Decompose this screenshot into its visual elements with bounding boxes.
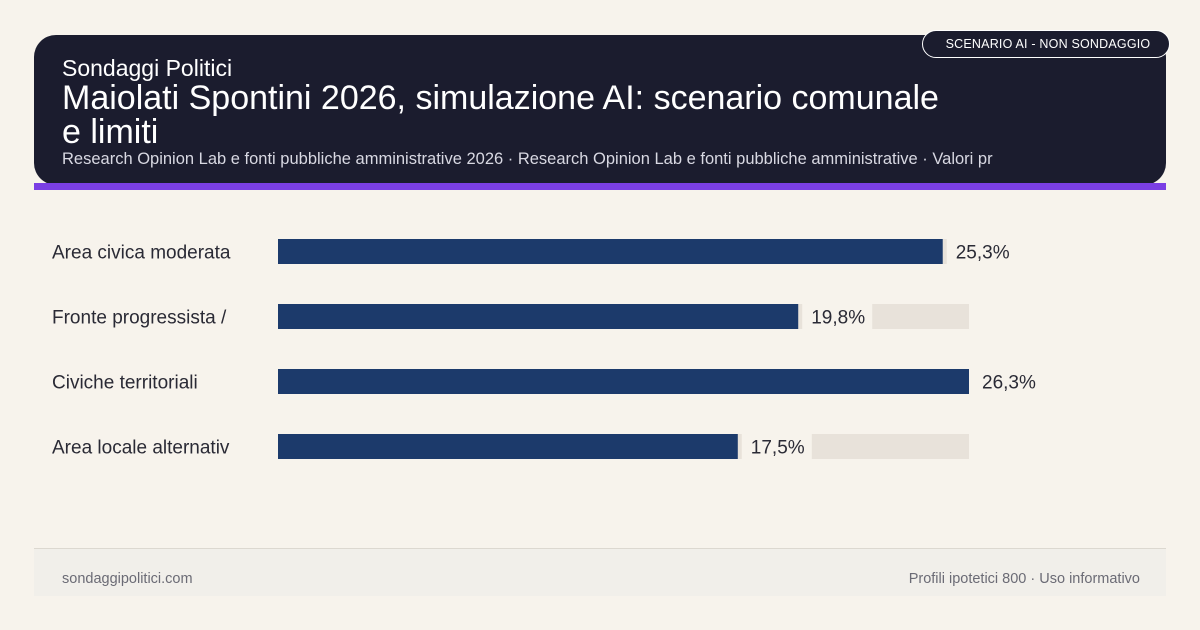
- bar: [278, 369, 969, 394]
- value-label-background: [802, 304, 873, 329]
- bar: [278, 239, 943, 264]
- footer: sondaggipolitici.com Profili ipotetici 8…: [34, 548, 1166, 596]
- bar: [278, 434, 738, 459]
- category-label: Area civica moderata: [52, 243, 231, 264]
- category-label: Civiche territoriali: [52, 373, 198, 394]
- header-panel: Sondaggi Politici Maiolati Spontini 2026…: [34, 35, 1166, 185]
- footer-site: sondaggipolitici.com: [62, 571, 193, 587]
- value-label-background: [946, 239, 1017, 264]
- value-label-background: [973, 369, 1043, 394]
- value-label: 26,3%: [982, 373, 1036, 394]
- bar: [278, 304, 799, 329]
- category-label: Fronte progressista /: [52, 308, 227, 329]
- scenario-badge: SCENARIO AI - NON SONDAGGIO: [922, 30, 1170, 58]
- page-subtitle: Research Opinion Lab e fonti pubbliche a…: [62, 150, 993, 168]
- category-label: Area locale alternativ: [52, 438, 230, 459]
- value-label: 19,8%: [811, 308, 865, 329]
- header-accent-bar: [34, 183, 1166, 190]
- bar-chart: Area civica moderata 25,3% Fronte progress…: [52, 239, 1043, 459]
- value-label: 17,5%: [751, 438, 805, 459]
- footer-note: Profili ipotetici 800 · Uso informativo: [908, 571, 1140, 587]
- page-title: Maiolati Spontini 2026, simulazione AI: …: [62, 79, 939, 151]
- value-label: 25,3%: [956, 243, 1010, 264]
- brand-name: Sondaggi Politici: [62, 55, 233, 81]
- value-label-background: [741, 434, 812, 459]
